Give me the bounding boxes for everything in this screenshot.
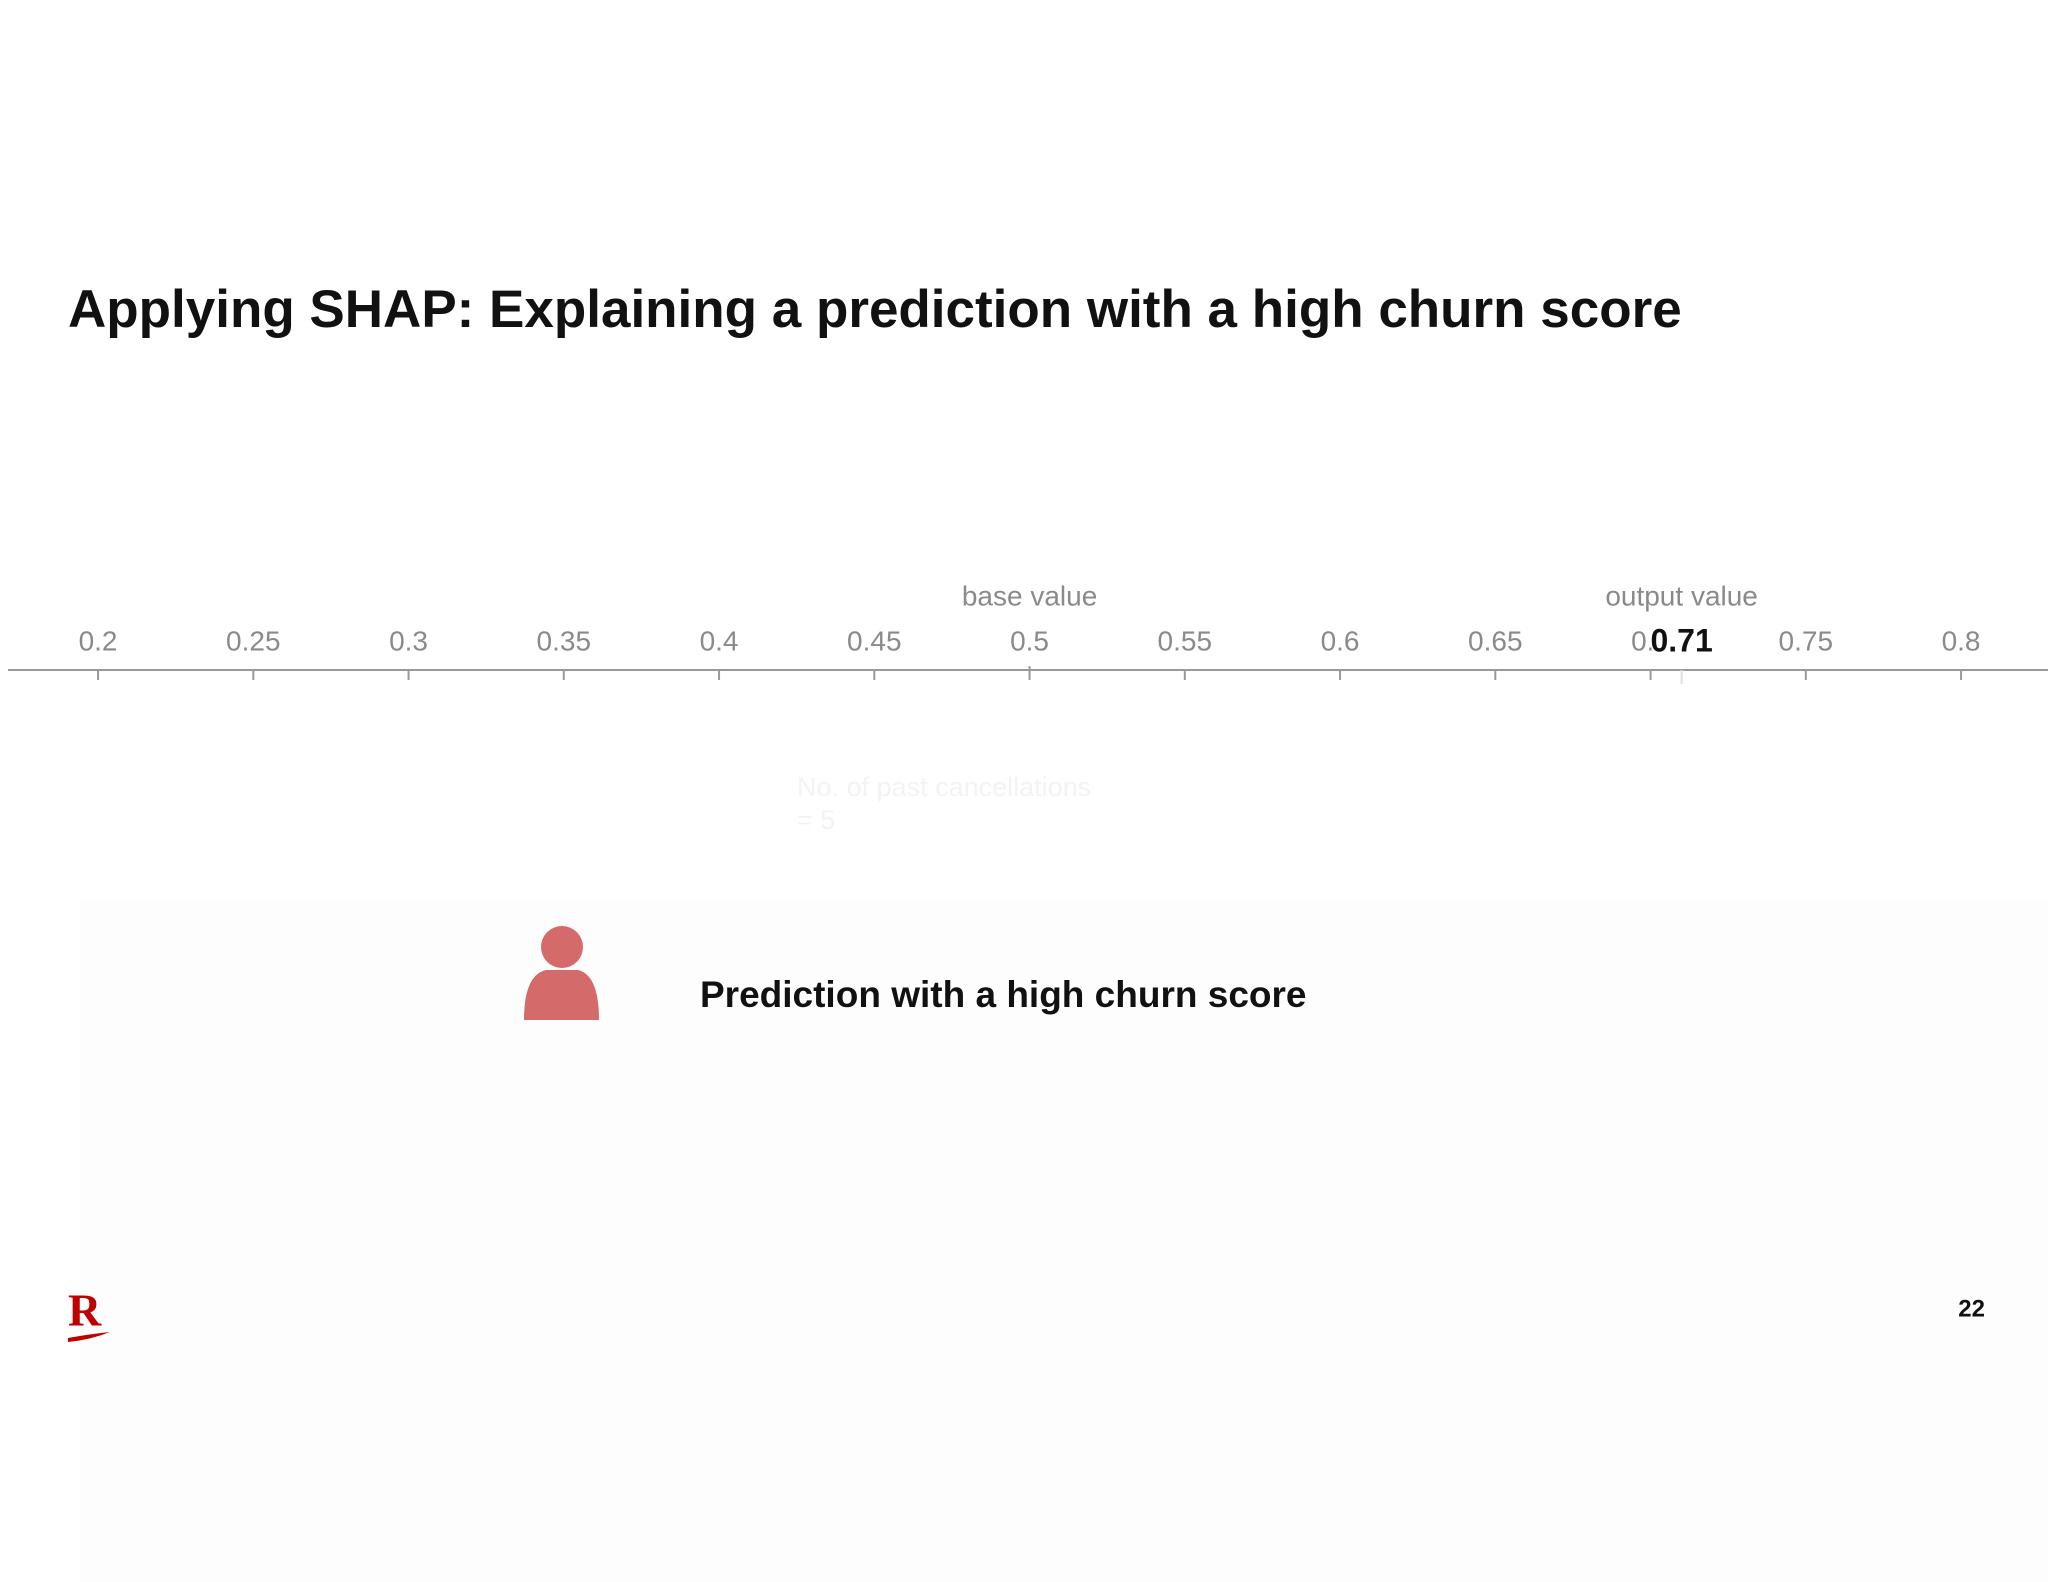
- page-number: 22: [1958, 1295, 1985, 1322]
- x-tick-label: 0.25: [226, 625, 281, 656]
- x-tick-label: 0.35: [537, 625, 592, 656]
- x-tick-label: 0.5: [1010, 625, 1049, 656]
- x-tick-label: 0.45: [847, 625, 902, 656]
- x-tick-label: 0.8: [1942, 625, 1981, 656]
- person-icon: [524, 926, 599, 1020]
- backdrop: [80, 900, 2048, 1582]
- feature-annotation: No. of past cancellations: [797, 772, 1091, 802]
- x-tick-label: 0.65: [1468, 625, 1523, 656]
- caption: Prediction with a high churn score: [700, 974, 1306, 1015]
- feature-annotation: = 5: [797, 805, 835, 835]
- x-tick-label: 0.2: [79, 625, 118, 656]
- x-tick-label: 0.3: [389, 625, 428, 656]
- base-value-label: base value: [962, 580, 1097, 611]
- x-tick-label: 0.75: [1779, 625, 1834, 656]
- svg-text:R: R: [68, 1285, 102, 1336]
- logo: R: [68, 1285, 110, 1342]
- output-value-label: output value: [1605, 580, 1758, 611]
- output-value: 0.71: [1650, 622, 1712, 658]
- slide-title: Applying SHAP: Explaining a prediction w…: [68, 280, 1682, 339]
- x-tick-label: 0.4: [700, 625, 739, 656]
- x-tick-label: 0.55: [1158, 625, 1213, 656]
- output-value-backdrop: [1651, 624, 1712, 662]
- x-tick-label: 0.6: [1321, 625, 1360, 656]
